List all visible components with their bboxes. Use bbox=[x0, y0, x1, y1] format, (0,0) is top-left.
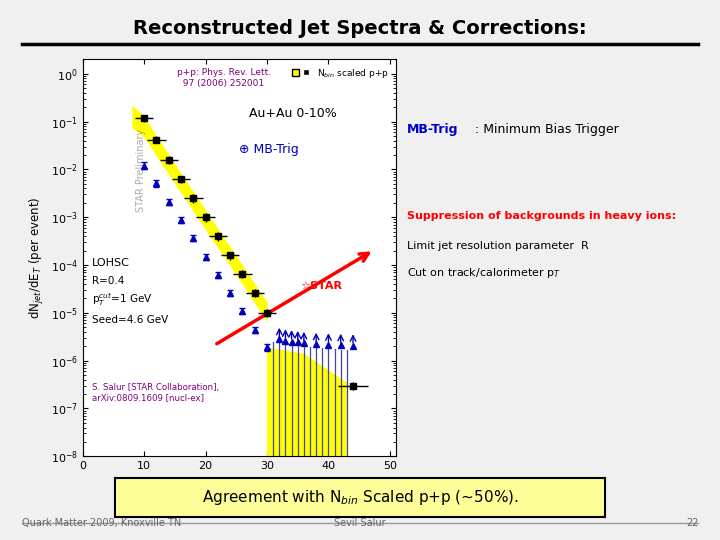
Legend: N$_{bin}$ scaled p+p: N$_{bin}$ scaled p+p bbox=[289, 64, 392, 82]
Y-axis label: dN$_{jet}$/dE$_{T}$ (per event): dN$_{jet}$/dE$_{T}$ (per event) bbox=[28, 197, 46, 319]
Text: 22: 22 bbox=[686, 518, 698, 528]
Text: Quark Matter 2009, Knoxville TN: Quark Matter 2009, Knoxville TN bbox=[22, 518, 181, 528]
Text: Cut on track/calorimeter p$_{T}$: Cut on track/calorimeter p$_{T}$ bbox=[407, 266, 561, 280]
Text: Limit jet resolution parameter  R: Limit jet resolution parameter R bbox=[407, 241, 588, 251]
Text: LOHSC: LOHSC bbox=[92, 258, 130, 268]
X-axis label: E$_{T}$ [GeV]: E$_{T}$ [GeV] bbox=[210, 475, 269, 492]
Text: ☆STAR: ☆STAR bbox=[300, 281, 342, 291]
Text: Reconstructed Jet Spectra & Corrections:: Reconstructed Jet Spectra & Corrections: bbox=[133, 19, 587, 38]
Text: p$_T^{cut}$=1 GeV: p$_T^{cut}$=1 GeV bbox=[92, 292, 153, 308]
Text: ⊕ MB-Trig: ⊕ MB-Trig bbox=[240, 143, 299, 156]
Text: Sevil Salur: Sevil Salur bbox=[334, 518, 386, 528]
Text: Suppression of backgrounds in heavy ions:: Suppression of backgrounds in heavy ions… bbox=[407, 211, 676, 221]
Text: : Minimum Bias Trigger: : Minimum Bias Trigger bbox=[475, 123, 619, 136]
Polygon shape bbox=[267, 347, 347, 456]
Text: STAR Preliminary: STAR Preliminary bbox=[136, 129, 145, 212]
Text: Agreement with N$_{bin}$ Scaled p+p (~50%).: Agreement with N$_{bin}$ Scaled p+p (~50… bbox=[202, 488, 518, 508]
Text: p+p: Phys. Rev. Lett.
  97 (2006) 252001: p+p: Phys. Rev. Lett. 97 (2006) 252001 bbox=[177, 68, 271, 87]
Text: R=0.4: R=0.4 bbox=[92, 275, 125, 286]
Text: MB-Trig: MB-Trig bbox=[407, 123, 459, 136]
Text: Seed=4.6 GeV: Seed=4.6 GeV bbox=[92, 315, 168, 325]
Text: S. Salur [STAR Collaboration],
arXiv:0809.1609 [nucl-ex]: S. Salur [STAR Collaboration], arXiv:080… bbox=[92, 383, 220, 402]
Text: Au+Au 0-10%: Au+Au 0-10% bbox=[249, 107, 336, 120]
